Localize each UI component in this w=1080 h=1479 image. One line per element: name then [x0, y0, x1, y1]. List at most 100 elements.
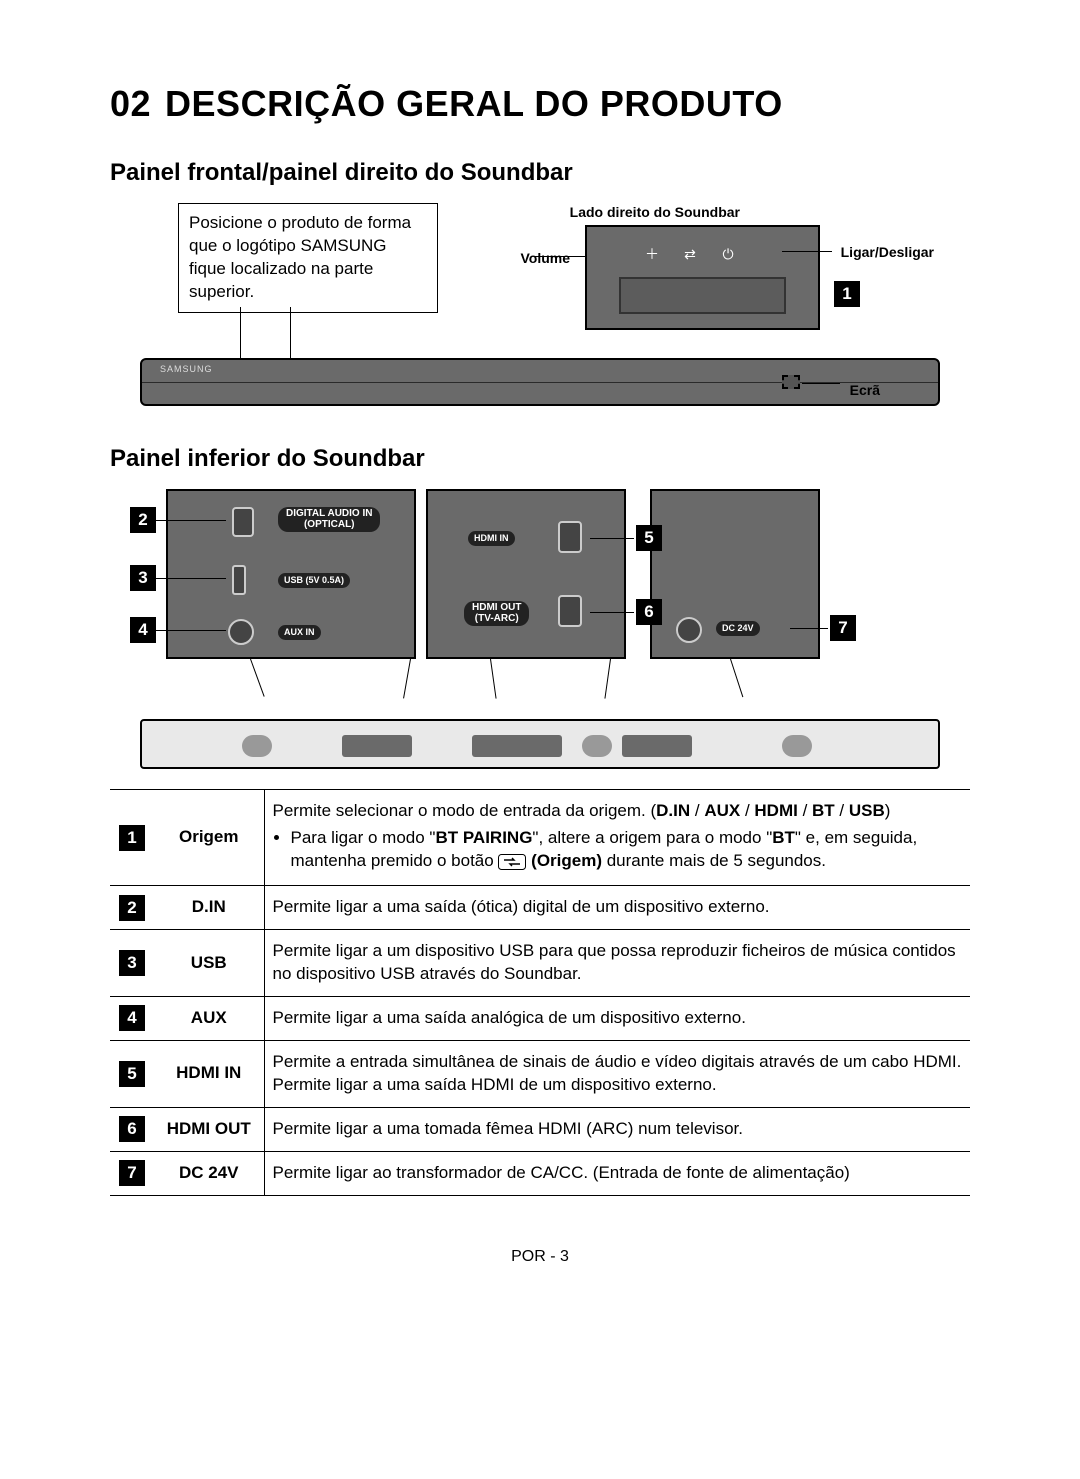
port-aux	[228, 619, 254, 645]
row-desc-7: Permite ligar ao transformador de CA/CC.…	[264, 1151, 970, 1195]
port-recess	[622, 735, 692, 757]
label-optical: DIGITAL AUDIO IN (OPTICAL)	[278, 507, 380, 532]
leader-line	[802, 383, 840, 384]
row-desc-6: Permite ligar a uma tomada fêmea HDMI (A…	[264, 1107, 970, 1151]
foot-pad	[242, 735, 272, 757]
row-num-1: 1	[119, 825, 145, 851]
row-name-4: AUX	[154, 997, 264, 1041]
orientation-tip: Posicione o produto de forma que o logót…	[178, 203, 438, 313]
table-row: 2 D.IN Permite ligar a uma saída (ótica)…	[110, 886, 970, 930]
leader-line	[290, 307, 291, 359]
leader-line	[250, 659, 265, 697]
ports-description-table: 1 Origem Permite selecionar o modo de en…	[110, 789, 970, 1195]
table-row: 5 HDMI IN Permite a entrada simultânea d…	[110, 1040, 970, 1107]
port-usb	[232, 565, 246, 595]
row-desc-2: Permite ligar a uma saída (ótica) digita…	[264, 886, 970, 930]
row-desc-1: Permite selecionar o modo de entrada da …	[264, 790, 970, 886]
foot-pad	[582, 735, 612, 757]
leader-line	[535, 256, 585, 257]
display-screen-marker	[782, 375, 800, 389]
table-row: 6 HDMI OUT Permite ligar a uma tomada fê…	[110, 1107, 970, 1151]
row-name-3: USB	[154, 930, 264, 997]
soundbar-body	[140, 358, 940, 406]
leader-line	[490, 659, 497, 699]
label-screen: Ecrã	[850, 381, 880, 400]
port-panel-left: DIGITAL AUDIO IN (OPTICAL) USB (5V 0.5A)…	[166, 489, 416, 659]
table-row: 7 DC 24V Permite ligar ao transformador …	[110, 1151, 970, 1195]
label-hdmi-out-l1: HDMI OUT	[472, 602, 521, 613]
row-name-5: HDMI IN	[154, 1040, 264, 1107]
leader-line	[240, 307, 241, 359]
label-volume: Volume	[520, 249, 570, 268]
callout-4: 4	[130, 617, 156, 643]
soundbar-underside	[140, 719, 940, 769]
row-name-1: Origem	[154, 790, 264, 886]
leader-line	[156, 578, 226, 579]
port-optical	[232, 507, 254, 537]
port-recess	[472, 735, 562, 757]
row-desc-3: Permite ligar a um dispositivo USB para …	[264, 930, 970, 997]
row-name-7: DC 24V	[154, 1151, 264, 1195]
section-bottom-panel: Painel inferior do Soundbar	[110, 443, 970, 475]
port-hdmi-out	[558, 595, 582, 627]
label-usb: USB (5V 0.5A)	[278, 573, 350, 587]
label-optical-l2: (OPTICAL)	[304, 519, 355, 530]
leader-line	[730, 659, 743, 697]
samsung-logo: SAMSUNG	[160, 363, 213, 375]
row-num-2: 2	[119, 895, 145, 921]
row-num-7: 7	[119, 1160, 145, 1186]
chapter-title-text: DESCRIÇÃO GERAL DO PRODUTO	[165, 83, 783, 124]
table-row: 3 USB Permite ligar a um dispositivo USB…	[110, 930, 970, 997]
foot-pad	[782, 735, 812, 757]
port-panel-right: DC 24V	[650, 489, 820, 659]
leader-line	[782, 251, 832, 252]
row-name-6: HDMI OUT	[154, 1107, 264, 1151]
right-panel-display	[619, 277, 786, 314]
port-recess	[342, 735, 412, 757]
section-front-right-panel: Painel frontal/painel direito do Soundba…	[110, 157, 970, 189]
label-hdmi-in: HDMI IN	[468, 531, 515, 545]
leader-line	[590, 538, 634, 539]
port-panel-mid: HDMI IN HDMI OUT (TV-ARC)	[426, 489, 626, 659]
chapter-title: 02 DESCRIÇÃO GERAL DO PRODUTO	[110, 80, 970, 129]
label-hdmi-out-l2: (TV-ARC)	[475, 613, 519, 624]
table-row: 1 Origem Permite selecionar o modo de en…	[110, 790, 970, 886]
row-num-6: 6	[119, 1116, 145, 1142]
callout-5: 5	[636, 525, 662, 551]
label-hdmi-out: HDMI OUT (TV-ARC)	[464, 601, 529, 626]
source-icon: ⇄	[677, 245, 703, 271]
label-optical-l1: DIGITAL AUDIO IN	[286, 508, 372, 519]
label-side-title: Lado direito do Soundbar	[570, 203, 740, 222]
source-button-icon	[498, 854, 526, 870]
callout-6: 6	[636, 599, 662, 625]
row-num-5: 5	[119, 1061, 145, 1087]
chapter-number: 02	[110, 83, 151, 124]
row-num-4: 4	[119, 1005, 145, 1031]
row-num-3: 3	[119, 950, 145, 976]
row-desc-4: Permite ligar a uma saída analógica de u…	[264, 997, 970, 1041]
volume-up-icon: ＋	[639, 245, 665, 271]
label-power: Ligar/Desligar	[841, 243, 934, 262]
power-icon: ⏻	[715, 245, 741, 271]
callout-7: 7	[830, 615, 856, 641]
front-right-diagram: Posicione o produto de forma que o logót…	[130, 203, 950, 433]
callout-3: 3	[130, 565, 156, 591]
label-aux: AUX IN	[278, 625, 321, 639]
callout-2: 2	[130, 507, 156, 533]
port-dc	[676, 617, 702, 643]
callout-1: 1	[834, 281, 860, 307]
leader-line	[156, 630, 226, 631]
row-desc-5: Permite a entrada simultânea de sinais d…	[264, 1040, 970, 1107]
label-dc: DC 24V	[716, 621, 760, 635]
leader-line	[156, 520, 226, 521]
row-name-2: D.IN	[154, 886, 264, 930]
leader-line	[403, 659, 411, 699]
leader-line	[604, 659, 611, 699]
soundbar-right-panel: ＋ ⇄ ⏻ －	[585, 225, 820, 330]
port-hdmi-in	[558, 521, 582, 553]
bottom-panel-diagram: DIGITAL AUDIO IN (OPTICAL) USB (5V 0.5A)…	[130, 489, 950, 769]
table-row: 4 AUX Permite ligar a uma saída analógic…	[110, 997, 970, 1041]
leader-line	[590, 612, 634, 613]
page-footer: POR - 3	[110, 1246, 970, 1268]
leader-line	[790, 628, 828, 629]
